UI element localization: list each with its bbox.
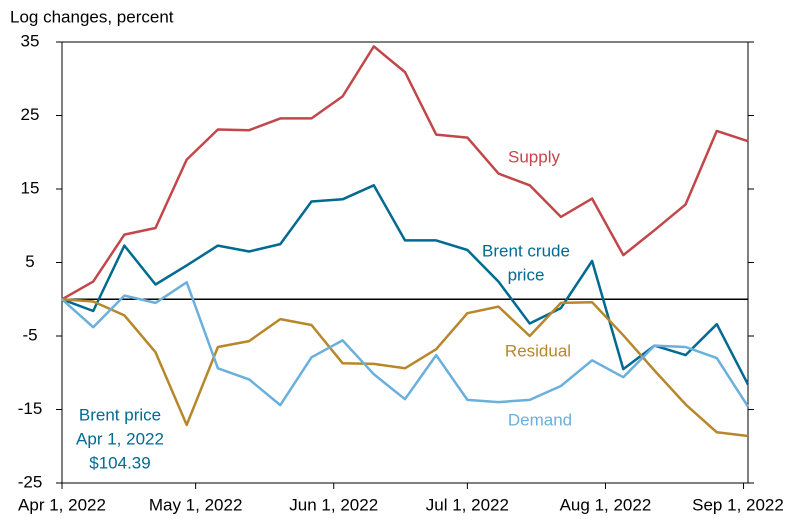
y-tick-label: 15	[21, 178, 40, 197]
series-line	[61, 184, 750, 386]
annotation: Apr 1, 2022	[76, 429, 164, 448]
y-tick-label: -25	[18, 472, 43, 491]
series-label: Demand	[508, 410, 572, 429]
x-tick-label: Aug 1, 2022	[560, 495, 652, 514]
y-tick-label: 35	[21, 31, 40, 50]
x-tick-label: Apr 1, 2022	[18, 495, 106, 514]
series-line	[61, 298, 749, 438]
x-tick-label: May 1, 2022	[149, 495, 243, 514]
series-line	[61, 281, 750, 408]
x-tick-label: Sep 1, 2022	[692, 495, 784, 514]
series-label: Brent crude	[482, 241, 570, 260]
y-tick-label: -5	[22, 325, 37, 344]
y-tick-label: 25	[21, 105, 40, 124]
x-tick-label: Jun 1, 2022	[289, 495, 378, 514]
x-tick-label: Jul 1, 2022	[426, 495, 509, 514]
series-label: Residual	[505, 341, 571, 360]
annotation: $104.39	[89, 453, 150, 472]
y-axis-label: Log changes, percent	[10, 7, 174, 26]
series-label: Supply	[508, 147, 560, 166]
y-tick-label: 5	[25, 252, 34, 271]
y-tick-label: -15	[18, 399, 43, 418]
series-line	[61, 45, 749, 301]
annotation: Brent price	[79, 405, 161, 424]
plot-frame	[61, 41, 749, 484]
series-label: price	[508, 265, 545, 284]
